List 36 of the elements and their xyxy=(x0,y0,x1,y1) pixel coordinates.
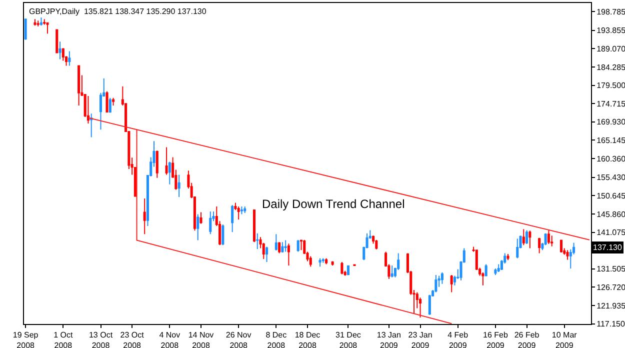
x-tick-label: 19 Sep 2008 xyxy=(12,330,39,348)
x-tick-label: 1 Oct 2008 xyxy=(54,330,74,348)
y-tick-label: 179.500 xyxy=(596,81,625,90)
y-tick-label: 193.855 xyxy=(596,26,625,36)
y-tick-label: 189.070 xyxy=(596,44,625,54)
y-tick-label: 121.935 xyxy=(596,301,625,310)
x-tick-label: 26 Nov 2008 xyxy=(226,330,252,348)
y-tick-label: 141.075 xyxy=(596,228,625,238)
x-tick-label: 13 Jan 2009 xyxy=(376,330,401,348)
x-tick-label: 26 Feb 2009 xyxy=(514,330,540,348)
x-tick-label: 4 Feb 2009 xyxy=(448,330,469,348)
text: GBPJPY,Daily 135.821 138.347 135.290 137.130 xyxy=(29,7,207,16)
y-tick-label: 145.860 xyxy=(596,210,625,219)
x-tick-label: 23 Jan 2009 xyxy=(408,330,432,348)
x-tick-label: 10 Mar 2009 xyxy=(552,330,578,348)
x-tick-label: 31 Dec 2008 xyxy=(336,330,361,348)
y-tick-label: 184.285 xyxy=(596,62,625,72)
y-tick-label: 150.645 xyxy=(596,191,625,200)
text: 137.130 xyxy=(593,243,622,252)
y-tick-label: 174.715 xyxy=(596,99,625,108)
x-tick-label: 18 Dec 2008 xyxy=(294,330,320,348)
y-tick-label: 169.930 xyxy=(596,118,625,127)
x-tick-label: 4 Nov 2008 xyxy=(159,330,180,348)
y-tick-label: 126.720 xyxy=(596,282,625,292)
y-tick-label: 155.430 xyxy=(596,173,625,182)
x-tick-label: 13 Oct 2008 xyxy=(88,330,114,348)
y-tick-label: 165.145 xyxy=(596,136,625,145)
x-tick-label: 23 Oct 2008 xyxy=(120,330,145,348)
annotation: Daily Down Trend Channel xyxy=(262,197,405,211)
x-tick-label: 8 Dec 2008 xyxy=(266,330,287,348)
y-tick-label: 131.505 xyxy=(596,264,625,274)
y-tick-label: 198.785 xyxy=(596,7,625,16)
y-tick-label: 160.360 xyxy=(596,154,625,164)
y-tick-label: 117.150 xyxy=(596,320,625,329)
x-tick-label: 16 Feb 2009 xyxy=(483,330,508,348)
x-tick-label: 14 Nov 2008 xyxy=(188,330,214,348)
